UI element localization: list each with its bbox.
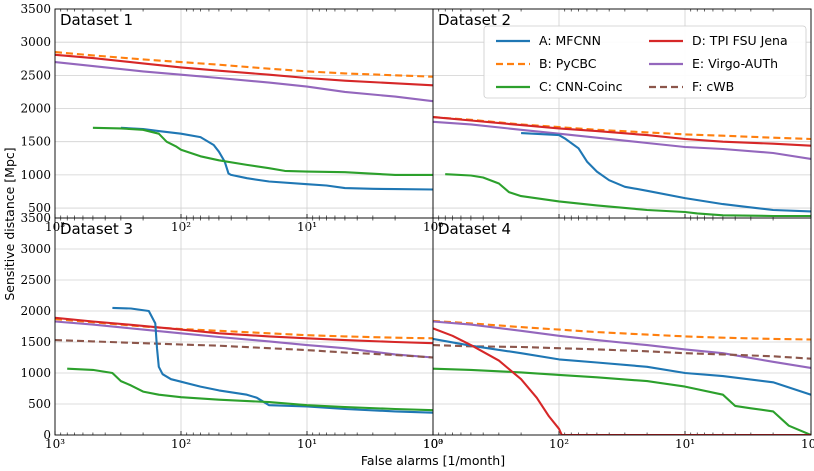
legend-item-d: D: TPI FSU Jena [649,33,788,48]
panel-frame [54,8,434,219]
y-axis-label: Sensitive distance [Mpc] [2,147,17,300]
legend: A: MFCNN B: PyCBC C: CNN-Coinc D: TPI FSU J… [483,25,807,99]
series-line-e [55,320,433,359]
series-line-e [433,120,811,160]
x-tick-label: 10⁰ [801,437,814,451]
series-line-d [55,53,433,87]
legend-box [483,25,807,99]
legend-item-c: C: CNN-Coinc [496,79,623,94]
legend-item-e: E: Virgo-AUTh [649,56,778,71]
series-line-d [433,116,811,147]
y-tick-label: 3000 [20,35,51,49]
series-line-c [433,367,811,435]
x-tick-label: 10² [549,437,569,451]
legend-label: A: MFCNN [539,33,601,48]
series-line-c [67,367,433,412]
legend-label: C: CNN-Coinc [539,79,623,94]
y-tick-label: 2500 [20,273,51,287]
y-tick-label: 3000 [20,242,51,256]
legend-item-b: B: PyCBC [496,56,597,71]
panel-dataset-4: Dataset 4 10³ 10² 10¹ 10⁰ [423,217,814,451]
y-tick-label: 0 [43,428,51,442]
legend-label: F: cWB [692,79,734,94]
y-tick-label: 1000 [20,168,51,182]
series-line-a [521,132,811,213]
series-line-b [55,51,433,78]
series-line-a [120,126,433,191]
y-tick-label: 1000 [20,366,51,380]
legend-item-f: F: cWB [649,79,734,94]
panel-title: Dataset 3 [60,220,133,238]
y-tick-label: 1500 [20,135,51,149]
series-line-a [433,337,811,396]
legend-label: B: PyCBC [539,56,597,71]
series-group [55,51,433,191]
series-line-b [433,116,811,141]
series-line-a [112,306,433,414]
y-tick-label: 500 [28,397,51,411]
panel-title: Dataset 4 [438,220,511,238]
x-tick-label: 10² [171,437,191,451]
x-tick-label: 10³ [423,437,443,451]
series-line-f [433,344,811,360]
y-tick-label: 3500 [20,211,51,225]
panel-dataset-3: Dataset 3350030002500200015001000500010³… [20,211,443,451]
y-tick-label: 3500 [20,2,51,16]
y-tick-label: 2000 [20,304,51,318]
y-tick-label: 2500 [20,68,51,82]
legend-label: D: TPI FSU Jena [692,33,788,48]
y-tick-label: 500 [28,201,51,215]
x-axis-label: False alarms [1/month] [361,453,505,468]
series-line-f [55,339,433,359]
legend-item-a: A: MFCNN [496,33,601,48]
series-line-b [55,318,433,340]
panel-title: Dataset 1 [60,11,133,29]
panel-title: Dataset 2 [438,11,511,29]
x-tick-label: 10¹ [675,437,695,451]
panel-frame [432,217,812,436]
series-line-d [55,316,433,345]
grid [54,8,434,218]
y-tick-label: 2000 [20,102,51,116]
x-tick-label: 10³ [45,437,65,451]
x-tick-label: 10⁰ [423,437,443,451]
series-line-c [92,126,433,176]
series-line-e [433,320,811,370]
series-line-b [433,319,811,341]
ticks [54,9,434,218]
series-group [433,319,811,435]
legend-label: E: Virgo-AUTh [692,56,778,71]
series-line-e [55,61,433,103]
series-group [433,116,811,218]
series-line-d [433,327,811,435]
y-tick-label: 1500 [20,335,51,349]
x-tick-label: 10¹ [297,437,317,451]
series-line-c [445,173,811,218]
series-group [55,306,433,414]
